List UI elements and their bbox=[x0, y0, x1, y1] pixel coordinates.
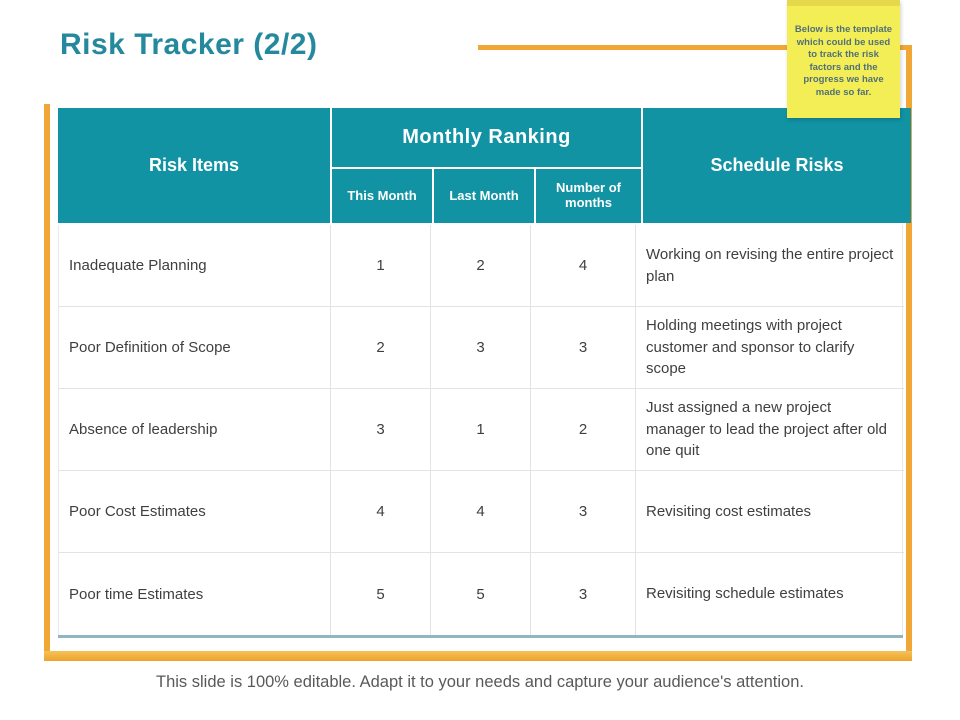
table-cell-risk-item: Poor Definition of Scope bbox=[59, 307, 331, 389]
accent-line-top bbox=[478, 45, 912, 50]
sticky-note: Below is the template which could be use… bbox=[787, 0, 900, 118]
table-cell-number-of-months: 3 bbox=[531, 471, 636, 553]
risk-table: Risk Items Monthly Ranking This Month La… bbox=[58, 108, 911, 638]
table-cell-number-of-months: 3 bbox=[531, 307, 636, 389]
table-cell-number-of-months: 3 bbox=[531, 553, 636, 635]
table-cell-this-month: 5 bbox=[331, 553, 431, 635]
column-header-schedule-risks: Schedule Risks bbox=[643, 108, 911, 223]
table-body: Inadequate Planning 1 2 4 Working on rev… bbox=[58, 225, 904, 635]
table-cell-number-of-months: 2 bbox=[531, 389, 636, 471]
table-cell-this-month: 1 bbox=[331, 225, 431, 307]
table-cell-this-month: 2 bbox=[331, 307, 431, 389]
table-cell-schedule-risk: Revisiting schedule estimates bbox=[646, 585, 844, 603]
table-header: Risk Items Monthly Ranking This Month La… bbox=[58, 108, 911, 223]
table-cell-risk-item: Poor Cost Estimates bbox=[59, 471, 331, 553]
table-cell-last-month: 5 bbox=[431, 553, 531, 635]
table-cell-schedule-risk: Holding meetings with project customer a… bbox=[636, 307, 904, 389]
footer-note: This slide is 100% editable. Adapt it to… bbox=[156, 673, 804, 691]
table-cell-last-month: 3 bbox=[431, 307, 531, 389]
column-header-this-month: This Month bbox=[332, 169, 432, 223]
table-cell-this-month: 3 bbox=[331, 389, 431, 471]
accent-line-bottom bbox=[44, 651, 912, 661]
table-cell-schedule-risk: Just assigned a new project manager to l… bbox=[636, 389, 904, 471]
table-cell-risk-item: Inadequate Planning bbox=[59, 225, 331, 307]
column-header-number-of-months: Number of months bbox=[536, 169, 641, 223]
table-cell-risk-item: Absence of leadership bbox=[59, 389, 331, 471]
sticky-note-text: Below is the template which could be use… bbox=[794, 24, 893, 98]
page-title: Risk Tracker (2/2) bbox=[60, 28, 318, 61]
column-header-risk-items: Risk Items bbox=[58, 108, 330, 223]
table-cell-schedule-risk: Revisiting cost estimates bbox=[636, 471, 904, 553]
table-cell-number-of-months: 4 bbox=[531, 225, 636, 307]
table-cell-risk-item: Poor time Estimates bbox=[59, 553, 331, 635]
accent-line-left bbox=[44, 104, 50, 661]
table-cell-last-month: 1 bbox=[431, 389, 531, 471]
table-cell-last-month: 4 bbox=[431, 471, 531, 553]
table-cell-schedule-risk: Working on revising the entire project p… bbox=[636, 225, 904, 307]
table-cell-last-month: 2 bbox=[431, 225, 531, 307]
column-header-last-month: Last Month bbox=[434, 169, 534, 223]
table-bottom-rule bbox=[58, 635, 903, 638]
accent-line-right bbox=[906, 45, 912, 661]
column-header-monthly-ranking: Monthly Ranking bbox=[332, 108, 641, 167]
table-cell-this-month: 4 bbox=[331, 471, 431, 553]
